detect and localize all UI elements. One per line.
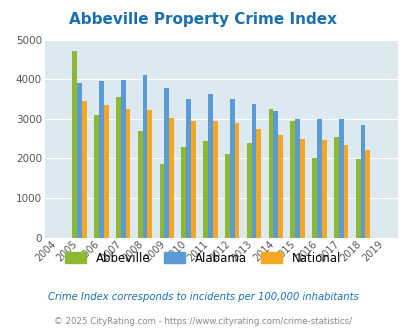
Bar bbox=[251, 104, 256, 238]
Bar bbox=[169, 118, 173, 238]
Text: Abbeville Property Crime Index: Abbeville Property Crime Index bbox=[69, 12, 336, 26]
Bar bbox=[207, 94, 212, 238]
Bar bbox=[159, 164, 164, 238]
Bar bbox=[355, 159, 360, 238]
Bar bbox=[181, 147, 186, 238]
Bar bbox=[294, 119, 299, 238]
Bar bbox=[164, 88, 169, 238]
Bar bbox=[224, 154, 229, 238]
Bar bbox=[142, 75, 147, 238]
Bar bbox=[256, 129, 260, 238]
Bar bbox=[234, 123, 239, 238]
Bar bbox=[338, 119, 343, 238]
Bar bbox=[246, 143, 251, 238]
Bar bbox=[120, 80, 125, 238]
Bar bbox=[333, 137, 338, 238]
Bar bbox=[316, 119, 321, 238]
Bar bbox=[212, 121, 217, 238]
Bar bbox=[299, 139, 304, 238]
Bar bbox=[229, 99, 234, 238]
Bar bbox=[311, 158, 316, 238]
Bar bbox=[268, 109, 273, 238]
Bar bbox=[94, 115, 99, 238]
Bar bbox=[364, 150, 369, 238]
Bar bbox=[104, 105, 108, 238]
Bar bbox=[202, 141, 207, 238]
Bar bbox=[360, 125, 364, 238]
Bar bbox=[277, 135, 282, 238]
Bar bbox=[147, 110, 152, 238]
Bar bbox=[77, 83, 82, 238]
Bar bbox=[273, 111, 277, 238]
Bar bbox=[99, 81, 104, 238]
Bar bbox=[116, 97, 120, 238]
Bar bbox=[343, 145, 347, 238]
Bar bbox=[321, 140, 326, 238]
Text: © 2025 CityRating.com - https://www.cityrating.com/crime-statistics/: © 2025 CityRating.com - https://www.city… bbox=[54, 317, 351, 326]
Bar bbox=[290, 121, 294, 238]
Bar bbox=[190, 121, 195, 238]
Bar bbox=[186, 99, 190, 238]
Legend: Abbeville, Alabama, National: Abbeville, Alabama, National bbox=[64, 252, 341, 265]
Bar bbox=[137, 131, 142, 238]
Text: Crime Index corresponds to incidents per 100,000 inhabitants: Crime Index corresponds to incidents per… bbox=[47, 292, 358, 302]
Bar bbox=[125, 109, 130, 238]
Bar bbox=[82, 101, 87, 238]
Bar bbox=[72, 51, 77, 238]
